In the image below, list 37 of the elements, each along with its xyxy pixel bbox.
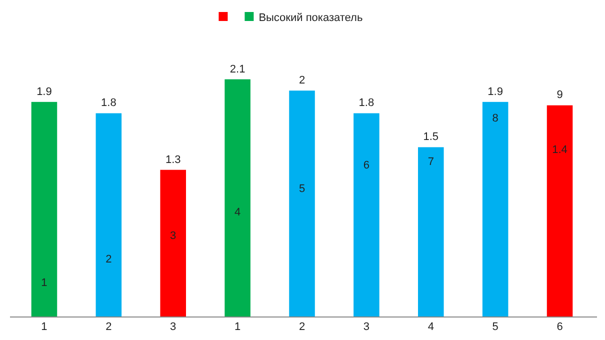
bar (354, 113, 380, 317)
annotation: 9 (556, 88, 563, 101)
data-label: 1.5 (423, 131, 439, 144)
data-label: 1.8 (101, 97, 116, 110)
x-tick-label: 1 (41, 321, 48, 333)
annotation: 7 (428, 156, 434, 168)
x-tick-label: 1 (234, 321, 241, 333)
bar (418, 147, 444, 317)
bar (289, 90, 315, 317)
annotation: 4 (234, 206, 241, 218)
annotation: 6 (363, 159, 370, 172)
annotation: 5 (298, 182, 306, 195)
annotation: 3 (170, 230, 176, 242)
annotation: 1.4 (552, 144, 568, 156)
x-tick-label: 3 (363, 321, 370, 333)
data-label: 1.9 (488, 86, 503, 98)
x-tick-label: 2 (298, 321, 306, 333)
annotation: 1 (41, 276, 48, 289)
x-tick-label: 4 (428, 321, 434, 333)
bar (224, 79, 250, 317)
data-label: 2 (298, 74, 306, 87)
data-label: 1.9 (36, 86, 52, 98)
data-label: 2.1 (230, 63, 246, 76)
x-tick-label: 6 (556, 321, 563, 333)
bar (160, 170, 186, 317)
data-label: 1.3 (165, 154, 181, 166)
x-tick-label: 2 (106, 321, 112, 333)
bar (482, 102, 508, 317)
legend-label: Высокий показатель (258, 12, 363, 24)
x-tick-label: 5 (492, 321, 498, 333)
data-label: 1.8 (358, 97, 374, 110)
bar (31, 102, 58, 317)
bar (96, 113, 122, 317)
annotation: 2 (106, 253, 112, 266)
annotation: 8 (492, 112, 498, 124)
x-tick-label: 3 (170, 321, 176, 333)
bar (546, 105, 573, 317)
